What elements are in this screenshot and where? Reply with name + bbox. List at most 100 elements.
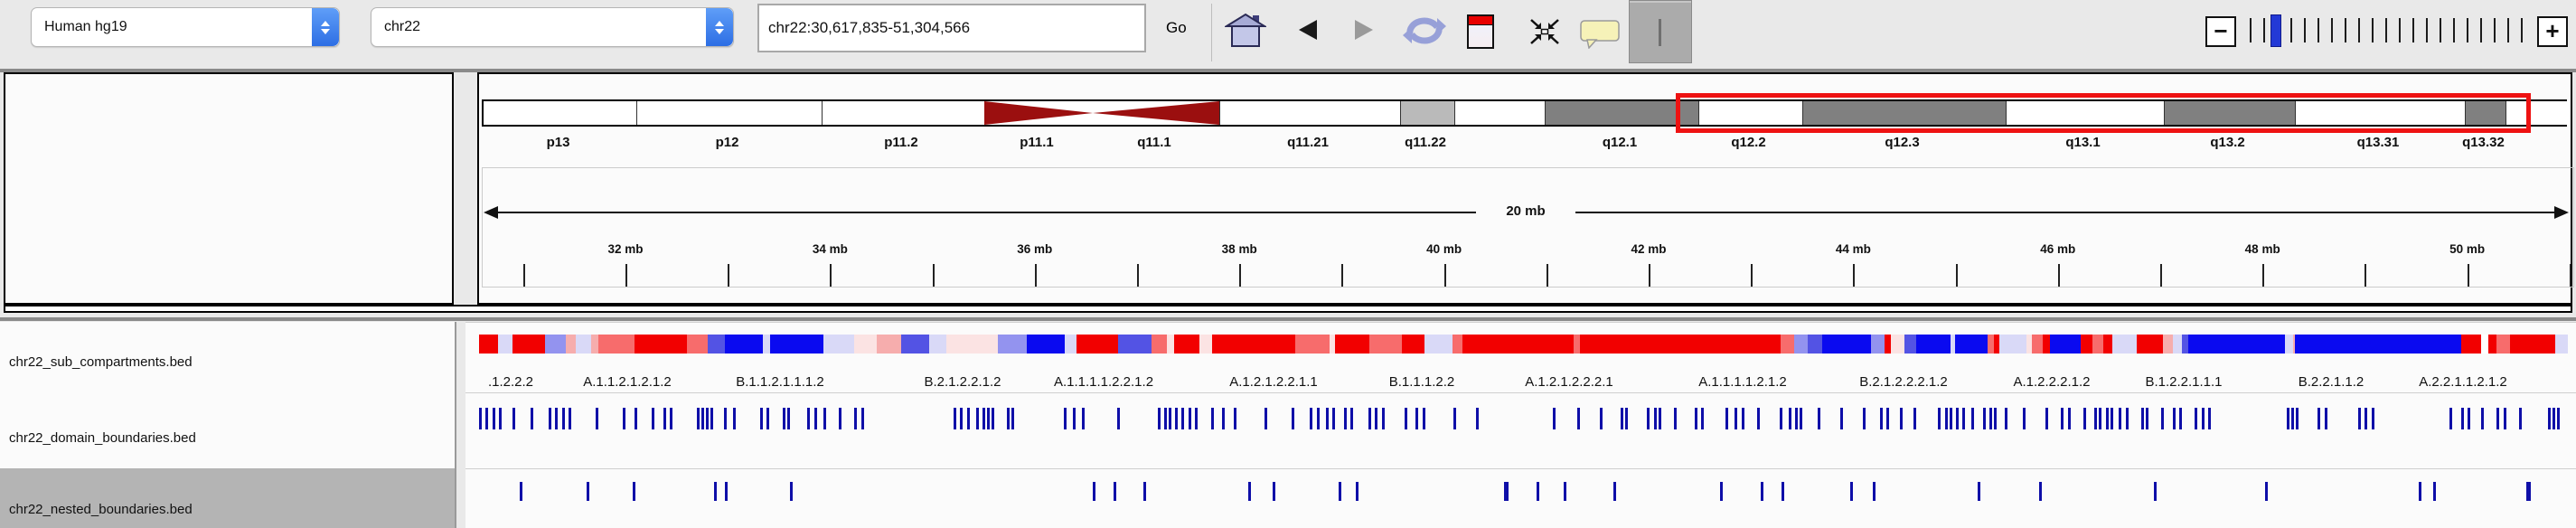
ruler-tick: [2569, 264, 2571, 287]
nested-boundary-tick: [1248, 482, 1251, 501]
select-stepper-icon[interactable]: [312, 8, 339, 46]
domain-boundary-tick: [493, 408, 495, 429]
sub-compartment-segment: [1295, 335, 1330, 354]
domain-boundary-tick: [1659, 408, 1661, 429]
zoom-tick: [2440, 18, 2441, 42]
domain-boundary-tick: [807, 408, 810, 429]
sub-compartment-segment: [545, 335, 566, 354]
ruler-tick: [2057, 264, 2060, 287]
domain-boundary-tick: [1900, 408, 1903, 429]
chromosome-ideogram[interactable]: [482, 99, 2570, 127]
domain-boundary-tick: [1863, 408, 1866, 429]
track-name-domain-boundaries[interactable]: chr22_domain_boundaries.bed: [9, 430, 196, 446]
sub-compartment-segment: [854, 335, 877, 354]
domain-boundary-tick: [1621, 408, 1623, 429]
cursor-tool-button[interactable]: [1629, 0, 1692, 63]
domain-boundary-tick: [710, 408, 713, 429]
ruler-tick-label: 34 mb: [812, 242, 848, 256]
domain-boundary-tick: [1840, 408, 1843, 429]
sub-compartment-label: .1.2.2.2: [487, 374, 534, 390]
tracks-data-panel[interactable]: .1.2.2.2 A.1.1.2.1.2.1.2 B.1.1.2.1.1.1.2 B.…: [465, 322, 2576, 528]
domain-boundary-tick: [2504, 408, 2506, 429]
domain-boundary-tick: [2372, 408, 2374, 429]
sub-compartment-label: A.1.1.1.1.2.1.2: [1698, 374, 1787, 390]
genome-select[interactable]: Human hg19: [31, 7, 340, 47]
chromosome-select[interactable]: chr22: [371, 7, 734, 47]
domain-boundary-tick: [1011, 408, 1014, 429]
sub-compartment-segment: [763, 335, 770, 354]
ruler-panel[interactable]: [482, 167, 2574, 288]
domain-boundary-tick: [499, 408, 502, 429]
track-name-sub-compartments[interactable]: chr22_sub_compartments.bed: [9, 354, 193, 370]
zoom-tick: [2372, 18, 2374, 42]
home-icon[interactable]: [1225, 13, 1266, 49]
domain-boundary-tick: [562, 408, 565, 429]
sub-compartment-label: A.1.1.1.1.2.2.1.2: [1053, 374, 1154, 390]
sub-compartment-segment: [1369, 335, 1402, 354]
domain-boundary-tick: [1800, 408, 1802, 429]
sub-compartment-segment: [598, 335, 635, 354]
sub-compartment-segment: [1076, 335, 1118, 354]
zoom-slider-thumb[interactable]: [2270, 14, 2281, 47]
domain-boundary-tick: [2468, 408, 2470, 429]
sub-compartment-segment: [1335, 335, 1369, 354]
domain-boundary-tick: [1795, 408, 1798, 429]
panel-splitter[interactable]: [4, 305, 2572, 313]
refresh-icon[interactable]: [1401, 11, 1448, 51]
ideogram-band: [1698, 101, 1803, 125]
sub-compartment-segment: [687, 335, 708, 354]
ruler-tick: [1239, 264, 1242, 287]
back-icon[interactable]: [1299, 20, 1317, 40]
domain-boundary-tick: [1350, 408, 1353, 429]
domain-boundary-tick: [2496, 408, 2499, 429]
domain-boundary-tick: [2023, 408, 2026, 429]
toolbar-separator: [1211, 4, 1212, 61]
sub-compartment-segment: [2496, 335, 2510, 354]
domain-boundary-tick: [1725, 408, 1728, 429]
domain-boundary-tick: [1007, 408, 1010, 429]
zoom-in-button[interactable]: +: [2537, 16, 2568, 47]
sub-compartment-segment: [566, 335, 576, 354]
ruler-tick: [1137, 264, 1139, 287]
ruler-tick-label: 32 mb: [607, 242, 644, 256]
sub-compartment-label: B.1.1.1.2.2: [1388, 374, 1455, 390]
go-button[interactable]: Go: [1161, 18, 1192, 38]
zoom-tick: [2494, 18, 2496, 42]
collapse-fit-icon[interactable]: [1529, 18, 1560, 45]
span-arrow-left-icon: [484, 206, 498, 219]
sub-compartment-segment: [1808, 335, 1822, 354]
domain-boundary-tick: [2179, 408, 2182, 429]
ideogram-band-label: p12: [715, 135, 739, 150]
domain-boundary-tick: [2141, 408, 2144, 429]
ruler-tick: [1341, 264, 1344, 287]
sub-compartment-label: A.1.2.1.2.2.1.1: [1229, 374, 1318, 390]
ruler-tick-label: 42 mb: [1631, 242, 1667, 256]
domain-boundary-tick: [2045, 408, 2048, 429]
domain-boundary-tick: [549, 408, 551, 429]
domain-boundary-tick: [1989, 408, 1992, 429]
tooltip-bubble-icon[interactable]: [1580, 20, 1622, 49]
track-name-nested-boundaries[interactable]: chr22_nested_boundaries.bed: [9, 502, 193, 517]
ideogram-band-label: q11.21: [1287, 135, 1329, 150]
nested-boundary-tick: [790, 482, 793, 501]
region-of-interest-icon[interactable]: [1467, 14, 1494, 49]
domain-boundary-tick: [596, 408, 598, 429]
domain-boundary-tick: [2481, 408, 2484, 429]
domain-boundary-tick: [2296, 408, 2299, 429]
domain-boundary-tick: [1169, 408, 1171, 429]
select-stepper-icon[interactable]: [706, 8, 733, 46]
sub-compartment-segment: [1152, 335, 1167, 354]
domain-boundary-tick: [623, 408, 625, 429]
chromosome-header-panel[interactable]: p13 p12 p11.2 p11.1 q11.1 q11.21 q11.22 q12.1 q1…: [477, 72, 2574, 305]
locus-input[interactable]: [757, 4, 1146, 52]
sub-compartment-segment: [901, 335, 929, 354]
ruler-tick: [1034, 264, 1037, 287]
chromosome-select-value: chr22: [384, 19, 421, 34]
domain-boundary-tick: [2325, 408, 2327, 429]
ideogram-band-label: q13.31: [2356, 135, 2400, 150]
sub-compartment-segment: [2032, 335, 2043, 354]
domain-boundary-tick: [2317, 408, 2320, 429]
nested-boundary-tick: [1504, 482, 1509, 501]
viewport-red-box[interactable]: [1676, 93, 2531, 133]
zoom-out-button[interactable]: −: [2205, 16, 2236, 47]
